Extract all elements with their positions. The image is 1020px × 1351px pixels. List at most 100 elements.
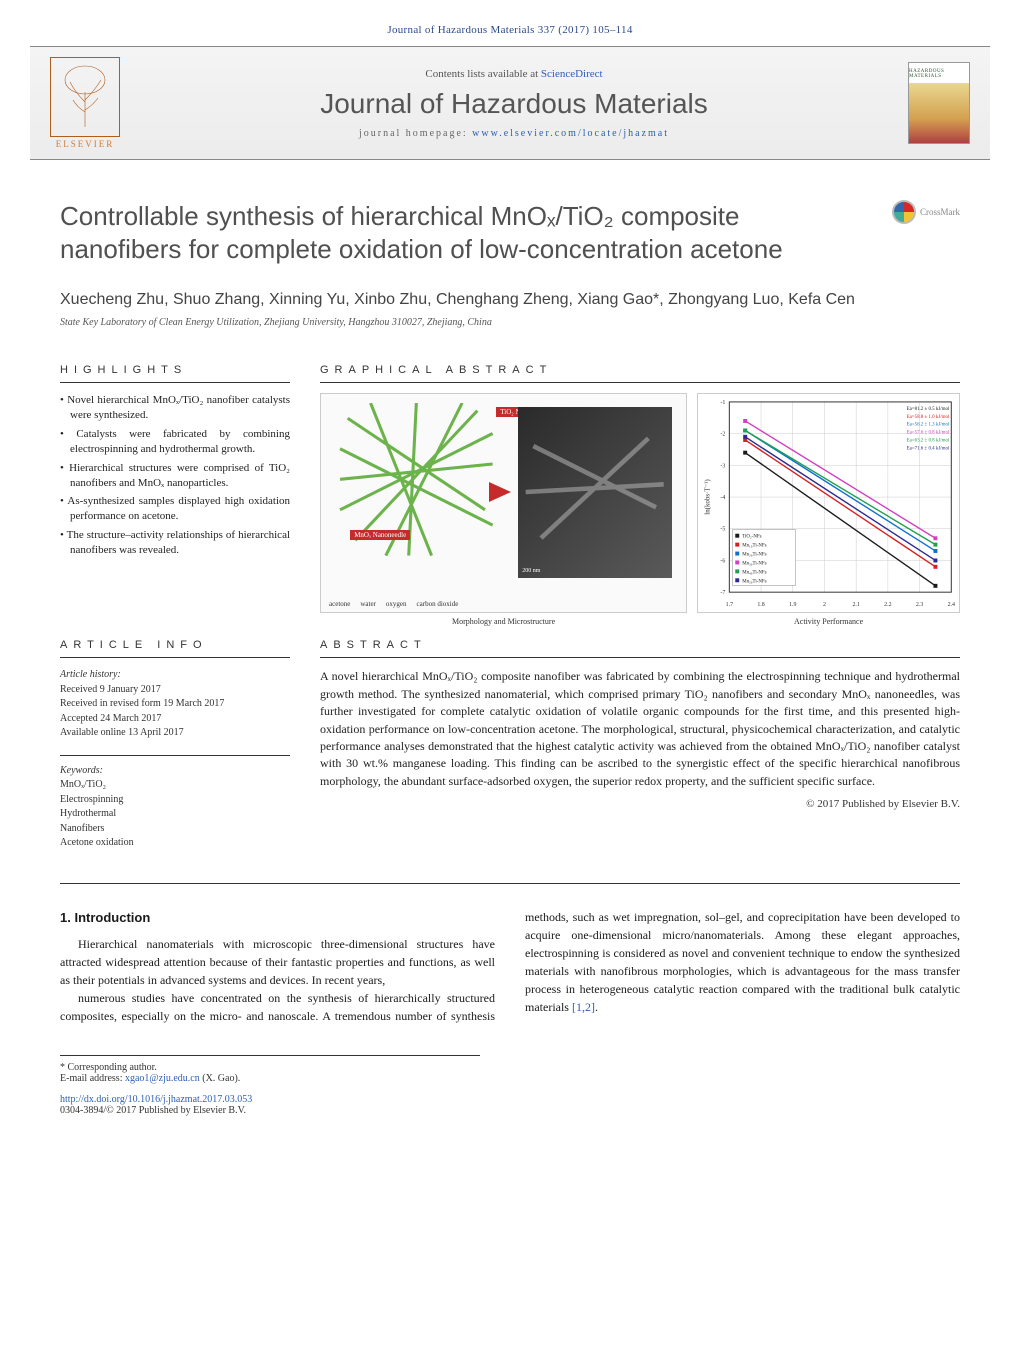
intro-p2-post: . [595,1000,598,1014]
article-history: Article history: Received 9 January 2017… [60,668,290,741]
journal-title: Journal of Hazardous Materials [120,88,908,120]
ga-activity-chart: 1.7 1.8 1.9 2 2.1 2.2 2.3 2.4 -7 -6 -5 -4 -3 -2 -1 Ea=8… [697,393,960,613]
history-item: Available online 13 April 2017 [60,726,290,741]
svg-text:1.8: 1.8 [757,602,764,608]
svg-text:Mn₁₀Ti-NFs: Mn₁₀Ti-NFs [742,544,766,549]
legend-acetone: acetone [329,600,350,608]
highlight-item: The structure–activity relationships of … [60,528,290,558]
graphical-abstract-heading: GRAPHICAL ABSTRACT [320,364,960,383]
legend-co2: carbon dioxide [417,600,459,608]
bottom-info: http://dx.doi.org/10.1016/j.jhazmat.2017… [60,1094,960,1116]
svg-text:2.3: 2.3 [916,602,923,608]
keyword: Hydrothermal [60,807,290,822]
svg-text:Mn₃₀Ti-NFs: Mn₃₀Ti-NFs [742,562,766,567]
abstract-heading: ABSTRACT [320,639,960,658]
crossmark-icon [892,200,916,224]
ga-mnox-label: MnOₓ Nanoneedle [350,530,410,540]
homepage-prefix: journal homepage: [359,128,472,139]
legend-water: water [360,600,376,608]
article-info-heading: ARTICLE INFO [60,639,290,658]
email-person: (X. Gao). [200,1073,241,1084]
history-label: Article history: [60,668,290,683]
keywords-label: Keywords: [60,764,290,779]
issn-copyright: 0304-3894/© 2017 Published by Elsevier B… [60,1105,246,1116]
highlight-item: Catalysts were fabricated by combining e… [60,427,290,457]
svg-text:-7: -7 [721,591,726,597]
svg-text:Ea=56.2 ± 1.3 kJ/mol: Ea=56.2 ± 1.3 kJ/mol [907,423,950,428]
svg-text:-4: -4 [721,495,726,501]
highlights-list: Novel hierarchical MnOₓ/TiO₂ nanofiber c… [60,393,290,557]
svg-text:-1: -1 [721,400,726,406]
crossmark-badge[interactable]: CrossMark [892,200,960,224]
affiliation: State Key Laboratory of Clean Energy Uti… [60,317,960,328]
sciencedirect-link[interactable]: ScienceDirect [541,68,603,80]
elsevier-tree-icon [50,57,120,137]
svg-text:Mn₅₀Ti-NFs: Mn₅₀Ti-NFs [742,580,766,585]
svg-text:Ea=57.6 ± 0.8 kJ/mol: Ea=57.6 ± 0.8 kJ/mol [907,431,950,436]
svg-text:1.7: 1.7 [726,602,733,608]
ga-tem-image: 200 nm [518,407,671,577]
journal-reference: Journal of Hazardous Materials 337 (2017… [387,24,632,36]
intro-heading: 1. Introduction [60,908,495,928]
homepage-link[interactable]: www.elsevier.com/locate/jhazmat [472,128,669,139]
authors-line: Xuecheng Zhu, Shuo Zhang, Xinning Yu, Xi… [60,289,960,311]
journal-cover-thumb: HAZARDOUS MATERIALS [908,62,970,144]
keywords-block: Keywords: MnOₓ/TiO₂ Electrospinning Hydr… [60,764,290,851]
legend-oxygen: oxygen [386,600,407,608]
svg-text:-3: -3 [721,464,726,470]
contents-prefix: Contents lists available at [425,68,540,80]
ga-arrow-icon [489,482,511,502]
svg-text:2: 2 [823,602,826,608]
highlight-item: Hierarchical structures were comprised o… [60,461,290,491]
cover-thumb-title: HAZARDOUS MATERIALS [909,69,969,79]
article-title: Controllable synthesis of hierarchical M… [60,200,860,265]
svg-text:-5: -5 [721,527,726,533]
history-item: Received 9 January 2017 [60,683,290,698]
ga-scale-bar: 200 nm [522,568,540,574]
ga-morphology-panel: TiO₂ Nanofiber MnOₓ Nanoneedle 200 nm ac… [320,393,687,613]
svg-text:Ea=58.8 ± 1.0 kJ/mol: Ea=58.8 ± 1.0 kJ/mol [907,415,950,420]
keyword: Nanofibers [60,822,290,837]
graphical-abstract: TiO₂ Nanofiber MnOₓ Nanoneedle 200 nm ac… [320,393,960,613]
history-item: Accepted 24 March 2017 [60,712,290,727]
contents-available-line: Contents lists available at ScienceDirec… [120,68,908,80]
ga-caption-left: Morphology and Microstructure [452,617,555,626]
activity-line-chart: 1.7 1.8 1.9 2 2.1 2.2 2.3 2.4 -7 -6 -5 -4 -3 -2 -1 Ea=8… [698,394,959,612]
svg-text:Mn₄₀Ti-NFs: Mn₄₀Ti-NFs [742,571,766,576]
svg-text:Mn₂₀Ti-NFs: Mn₂₀Ti-NFs [742,553,766,558]
svg-text:Ea=71.6 ± 0.4 kJ/mol: Ea=71.6 ± 0.4 kJ/mol [907,447,950,452]
elsevier-wordmark: ELSEVIER [56,139,115,149]
keyword: Acetone oxidation [60,836,290,851]
ga-molecule-legend: acetone water oxygen carbon dioxide [329,600,458,608]
corresponding-email-link[interactable]: xgao1@zju.edu.cn [125,1073,200,1084]
svg-text:2.1: 2.1 [853,602,860,608]
svg-text:TiO₂-NFs: TiO₂-NFs [742,535,761,540]
highlight-item: As-synthesized samples displayed high ox… [60,494,290,524]
intro-paragraph-1: Hierarchical nanomaterials with microsco… [60,935,495,989]
homepage-line: journal homepage: www.elsevier.com/locat… [120,128,908,139]
crossmark-label: CrossMark [920,207,960,217]
journal-header: ELSEVIER Contents lists available at Sci… [30,46,990,160]
svg-text:-2: -2 [721,432,726,438]
citation-link[interactable]: [1,2] [572,1000,595,1014]
svg-text:Ea=63.2 ± 0.8 kJ/mol: Ea=63.2 ± 0.8 kJ/mol [907,439,950,444]
svg-text:2.2: 2.2 [884,602,891,608]
svg-text:2.4: 2.4 [948,602,955,608]
corresponding-author: * Corresponding author. [60,1062,480,1073]
abstract-text: A novel hierarchical MnOₓ/TiO₂ composite… [320,668,960,790]
footnotes: * Corresponding author. E-mail address: … [60,1055,480,1084]
doi-link[interactable]: http://dx.doi.org/10.1016/j.jhazmat.2017… [60,1094,252,1105]
keyword: Electrospinning [60,793,290,808]
abstract-copyright: © 2017 Published by Elsevier B.V. [320,798,960,810]
svg-text:-6: -6 [721,559,726,565]
history-item: Received in revised form 19 March 2017 [60,697,290,712]
ga-caption-right: Activity Performance [794,617,863,626]
highlights-heading: HIGHLIGHTS [60,364,290,383]
svg-text:Ea=81.2 ± 0.5 kJ/mol: Ea=81.2 ± 0.5 kJ/mol [907,407,950,412]
elsevier-logo: ELSEVIER [50,57,120,149]
svg-text:ln(kobs·T⁻¹): ln(kobs·T⁻¹) [705,480,712,515]
keyword: MnOₓ/TiO₂ [60,778,290,793]
svg-text:1.9: 1.9 [789,602,796,608]
email-label: E-mail address: [60,1073,125,1084]
highlight-item: Novel hierarchical MnOₓ/TiO₂ nanofiber c… [60,393,290,423]
